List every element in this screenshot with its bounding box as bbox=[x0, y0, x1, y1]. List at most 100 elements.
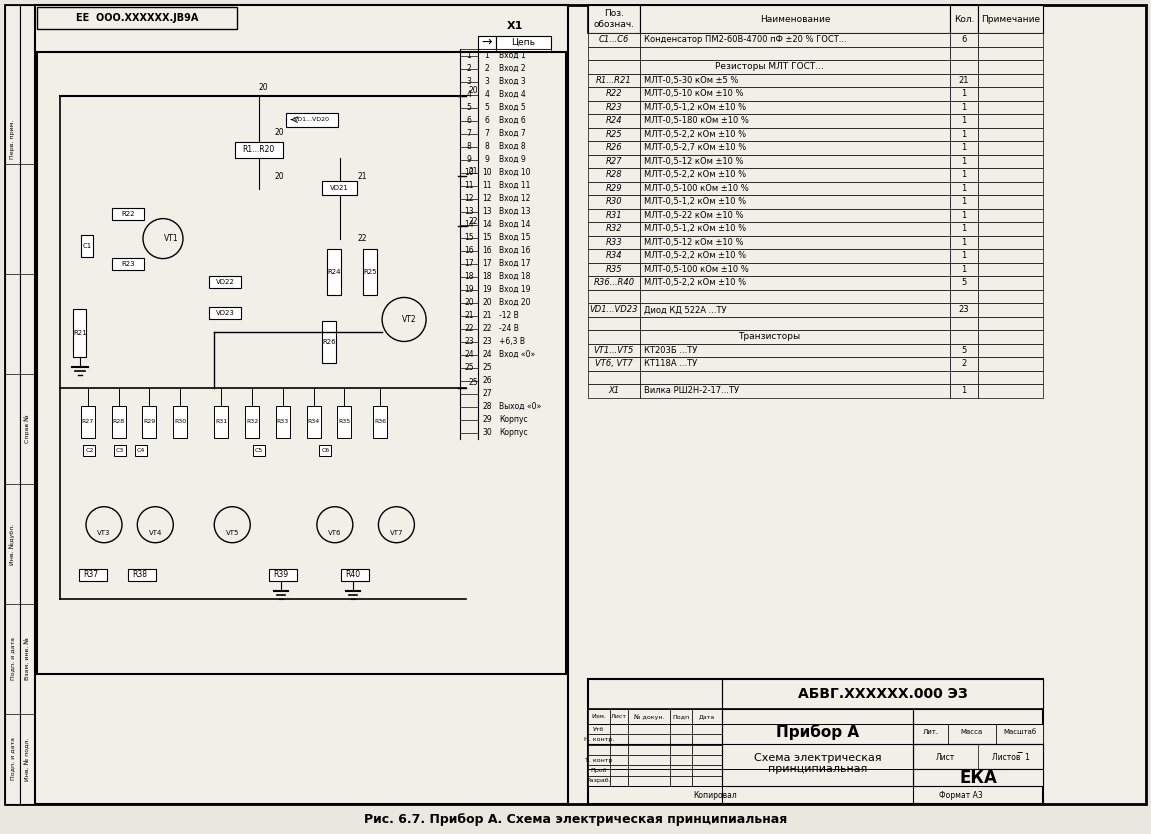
Bar bbox=[640, 222, 950, 235]
Text: VT4: VT4 bbox=[148, 530, 162, 535]
Bar bbox=[478, 283, 496, 296]
Bar bbox=[588, 289, 640, 303]
Bar bbox=[460, 322, 478, 335]
Bar bbox=[950, 195, 978, 208]
Text: 6: 6 bbox=[466, 116, 472, 125]
Bar bbox=[588, 128, 640, 141]
Bar bbox=[460, 218, 478, 231]
Bar bbox=[913, 724, 948, 744]
Bar bbox=[950, 33, 978, 47]
Text: 20: 20 bbox=[464, 298, 474, 307]
Text: 1: 1 bbox=[961, 386, 967, 395]
Bar bbox=[588, 33, 640, 47]
Bar bbox=[640, 330, 950, 344]
Text: R36: R36 bbox=[374, 420, 387, 425]
Bar bbox=[950, 5, 978, 33]
Text: 21: 21 bbox=[468, 167, 479, 176]
Bar bbox=[978, 141, 1043, 154]
Bar bbox=[948, 724, 996, 744]
Text: VT5: VT5 bbox=[226, 530, 239, 535]
Text: 23: 23 bbox=[482, 337, 491, 346]
Bar bbox=[588, 357, 640, 370]
Bar bbox=[112, 258, 144, 269]
Text: МЛТ-0,5-1,2 кОм ±10 %: МЛТ-0,5-1,2 кОм ±10 % bbox=[645, 198, 746, 206]
Text: →: → bbox=[482, 36, 493, 49]
Bar bbox=[978, 235, 1043, 249]
Bar bbox=[588, 344, 640, 357]
Text: Резисторы МЛТ ГОСТ...: Резисторы МЛТ ГОСТ... bbox=[715, 63, 823, 71]
Bar bbox=[478, 140, 496, 153]
Text: 24: 24 bbox=[482, 350, 491, 359]
Bar bbox=[322, 321, 336, 363]
Text: VT2: VT2 bbox=[402, 315, 417, 324]
Text: 2: 2 bbox=[961, 359, 967, 369]
Text: 14: 14 bbox=[482, 220, 491, 229]
Text: Вход 6: Вход 6 bbox=[500, 116, 526, 125]
Text: VD1...VD20: VD1...VD20 bbox=[295, 117, 330, 122]
Text: 30: 30 bbox=[482, 428, 491, 437]
Bar bbox=[950, 73, 978, 87]
Text: R29: R29 bbox=[144, 420, 155, 425]
Text: 16: 16 bbox=[464, 246, 474, 255]
Bar bbox=[588, 384, 640, 398]
Text: 29: 29 bbox=[482, 415, 491, 424]
Bar bbox=[337, 405, 351, 438]
Text: Транзисторы: Транзисторы bbox=[738, 332, 800, 341]
Text: Проб: Проб bbox=[590, 768, 608, 773]
Bar bbox=[588, 168, 640, 182]
Bar bbox=[460, 166, 478, 179]
Bar bbox=[496, 322, 551, 335]
Bar bbox=[460, 283, 478, 296]
Bar bbox=[235, 142, 283, 158]
Text: 1: 1 bbox=[961, 89, 967, 98]
Text: C6: C6 bbox=[321, 449, 329, 454]
Bar bbox=[950, 128, 978, 141]
Bar bbox=[978, 33, 1043, 47]
Bar bbox=[496, 400, 551, 413]
Bar bbox=[640, 384, 950, 398]
Bar bbox=[588, 745, 610, 755]
Text: 18: 18 bbox=[464, 272, 474, 281]
Bar bbox=[640, 316, 950, 330]
Text: R22: R22 bbox=[121, 211, 135, 217]
Bar bbox=[478, 192, 496, 205]
Text: Разраб.: Разраб. bbox=[587, 778, 611, 783]
Bar bbox=[478, 374, 496, 387]
Text: Вход 4: Вход 4 bbox=[500, 90, 526, 99]
Bar bbox=[37, 7, 237, 29]
Text: R34: R34 bbox=[605, 251, 623, 260]
Text: Вход 15: Вход 15 bbox=[500, 233, 531, 242]
Bar bbox=[978, 357, 1043, 370]
Text: Вход 14: Вход 14 bbox=[500, 220, 531, 229]
Text: R29: R29 bbox=[605, 183, 623, 193]
Text: 5: 5 bbox=[485, 103, 489, 112]
Bar bbox=[496, 153, 551, 166]
Bar bbox=[640, 357, 950, 370]
Bar bbox=[478, 387, 496, 400]
Text: R33: R33 bbox=[276, 420, 289, 425]
Text: 20: 20 bbox=[259, 83, 268, 92]
Text: МЛТ-0,5-2,2 кОм ±10 %: МЛТ-0,5-2,2 кОм ±10 % bbox=[645, 170, 746, 179]
Bar bbox=[950, 222, 978, 235]
Bar bbox=[978, 5, 1043, 33]
Bar bbox=[84, 445, 96, 456]
Bar bbox=[269, 569, 297, 580]
Bar bbox=[978, 303, 1043, 316]
Text: Формат А3: Формат А3 bbox=[939, 791, 983, 800]
Bar bbox=[588, 222, 640, 235]
Text: МЛТ-0,5-100 кОм ±10 %: МЛТ-0,5-100 кОм ±10 % bbox=[645, 183, 749, 193]
Text: 22: 22 bbox=[357, 234, 367, 243]
Text: 1: 1 bbox=[485, 51, 489, 60]
Bar bbox=[950, 208, 978, 222]
Bar bbox=[460, 270, 478, 283]
Text: VT6, VT7: VT6, VT7 bbox=[595, 359, 633, 369]
Text: 1: 1 bbox=[961, 198, 967, 206]
Bar bbox=[496, 140, 551, 153]
Text: Вход 16: Вход 16 bbox=[500, 246, 531, 255]
Bar bbox=[478, 62, 496, 75]
Bar bbox=[74, 309, 86, 357]
Bar bbox=[460, 101, 478, 114]
Bar bbox=[978, 208, 1043, 222]
Bar bbox=[496, 127, 551, 140]
Text: 2: 2 bbox=[485, 64, 489, 73]
